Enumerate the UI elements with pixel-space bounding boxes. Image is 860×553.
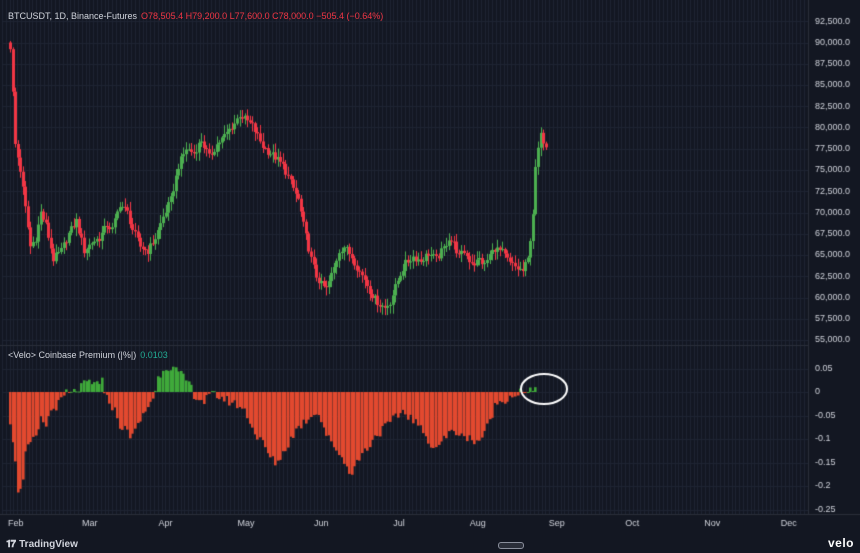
price-legend: BTCUSDT, 1D, Binance-Futures O78,505.4 H… (8, 11, 383, 21)
ohlc-values: O78,505.4 H79,200.0 L77,600.0 C78,000.0 … (141, 11, 384, 21)
scroll-handle[interactable] (498, 542, 524, 549)
symbol-label: BTCUSDT, 1D, Binance-Futures (8, 11, 138, 21)
velo-watermark: velo (827, 536, 854, 550)
indicator-label: <Velo> Coinbase Premium (|%|) (8, 350, 137, 360)
indicator-value: 0.0103 (140, 350, 168, 360)
indicator-legend: <Velo> Coinbase Premium (|%|) 0.0103 (8, 350, 168, 360)
tradingview-logo[interactable]: 𝟏𝟕 TradingView (6, 539, 78, 550)
tradingview-label: TradingView (19, 539, 78, 550)
tradingview-icon: 𝟏𝟕 (6, 539, 16, 550)
